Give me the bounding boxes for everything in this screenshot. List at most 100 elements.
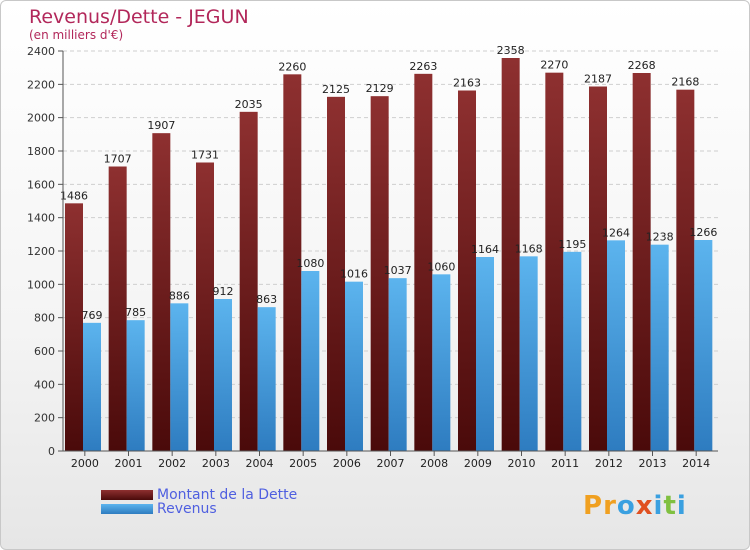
bar-debt: [632, 73, 651, 451]
bar-revenue: [170, 303, 189, 451]
x-tick-label: 2013: [639, 457, 667, 470]
bar-debt: [283, 74, 302, 451]
x-tick-label: 2008: [420, 457, 448, 470]
bar-revenue: [476, 257, 494, 451]
bar-revenue: [214, 299, 232, 451]
bar-debt: [414, 73, 433, 451]
y-tick-label: 0: [48, 445, 55, 458]
chart-title: Revenus/Dette - JEGUN: [29, 6, 249, 28]
bar-revenue: [694, 240, 713, 451]
logo-letter: i: [653, 491, 664, 521]
bar-debt: [501, 58, 520, 451]
logo-letter: r: [603, 491, 617, 521]
logo-letter: x: [635, 491, 654, 521]
x-tick-label: 2012: [595, 457, 623, 470]
x-tick-label: 2007: [377, 457, 405, 470]
bar-debt: [458, 90, 476, 451]
data-label-debt: 1486: [60, 189, 88, 202]
bar-revenue: [257, 307, 276, 451]
x-tick-label: 2003: [202, 457, 230, 470]
bar-revenue: [432, 274, 451, 451]
x-tick-label: 2001: [115, 457, 143, 470]
logo-letter: t: [663, 491, 677, 521]
data-label-revenue: 1080: [296, 257, 324, 270]
bars: [65, 58, 713, 452]
x-tick-label: 2000: [71, 457, 99, 470]
bar-debt: [152, 133, 171, 451]
data-label-debt: 2163: [453, 77, 481, 90]
bar-revenue: [388, 278, 407, 451]
data-label-debt: 1907: [147, 119, 175, 132]
y-tick-label: 1600: [27, 178, 55, 191]
y-tick-label: 600: [34, 345, 55, 358]
data-label-revenue: 785: [125, 306, 146, 319]
y-tick-label: 1200: [27, 245, 55, 258]
logo-letter: o: [616, 491, 636, 521]
data-label-debt: 2129: [366, 82, 394, 95]
x-tick-label: 2006: [333, 457, 361, 470]
legend-item-revenue: Revenus: [101, 501, 217, 517]
y-tick-label: 2400: [27, 45, 55, 58]
data-label-revenue: 912: [213, 285, 234, 298]
logo-letter: P: [583, 491, 604, 521]
x-tick-label: 2004: [246, 457, 274, 470]
data-labels: 1486 769 1707 785 1907 886 1731 912 2035 863 2260 1…: [60, 44, 717, 322]
x-tick-label: 2010: [508, 457, 536, 470]
y-tick-label: 400: [34, 378, 55, 391]
data-label-revenue: 1195: [558, 238, 586, 251]
data-label-debt: 2270: [540, 59, 568, 72]
y-tick-label: 2200: [27, 78, 55, 91]
proxiti-logo: Proxiti: [583, 491, 687, 521]
data-label-revenue: 1060: [427, 260, 455, 273]
bar-debt: [589, 86, 607, 451]
bar-revenue: [519, 256, 538, 451]
data-label-debt: 2260: [278, 60, 306, 73]
x-tick-label: 2002: [158, 457, 186, 470]
legend-label-revenue: Revenus: [157, 501, 217, 517]
data-label-debt: 2035: [235, 98, 263, 111]
bar-debt: [239, 111, 258, 451]
data-label-revenue: 1016: [340, 268, 368, 281]
data-label-debt: 2268: [628, 59, 656, 72]
y-tick-label: 1400: [27, 212, 55, 225]
bar-debt: [108, 166, 127, 451]
data-label-revenue: 1264: [602, 226, 630, 239]
bar-debt: [65, 203, 83, 451]
data-label-debt: 1707: [104, 153, 132, 166]
bar-revenue: [607, 240, 625, 451]
data-label-debt: 2168: [671, 76, 699, 89]
logo-letter: i: [676, 491, 687, 521]
bar-debt: [196, 162, 214, 451]
bar-revenue: [83, 322, 101, 451]
bar-revenue: [650, 244, 669, 451]
data-label-debt: 2263: [409, 60, 437, 73]
axes: 0 200 400 600 800 1000 1200 1400 1600 1800 2000 220…: [27, 45, 718, 470]
chart-subtitle: (en milliers d'€): [29, 28, 124, 42]
data-label-debt: 2358: [497, 44, 525, 57]
bar-revenue: [126, 320, 145, 451]
data-label-debt: 2187: [584, 73, 612, 86]
data-label-revenue: 863: [256, 293, 277, 306]
legend-item-debt: Montant de la Dette: [101, 487, 297, 503]
y-tick-label: 800: [34, 312, 55, 325]
y-tick-label: 2000: [27, 112, 55, 125]
bar-debt: [545, 72, 564, 452]
x-tick-label: 2009: [464, 457, 492, 470]
data-label-revenue: 1238: [646, 231, 674, 244]
data-label-revenue: 1164: [471, 243, 499, 256]
x-tick-label: 2011: [551, 457, 579, 470]
bar-revenue: [563, 251, 582, 451]
data-label-revenue: 1266: [689, 226, 717, 239]
bar-revenue: [301, 271, 320, 451]
data-label-debt: 1731: [191, 149, 219, 162]
data-label-revenue: 769: [82, 309, 103, 322]
bar-revenue: [345, 281, 363, 451]
data-label-revenue: 1168: [515, 242, 543, 255]
bar-debt: [327, 96, 345, 451]
x-tick-label: 2005: [289, 457, 317, 470]
y-tick-label: 200: [34, 412, 55, 425]
bar-debt: [676, 89, 695, 452]
data-label-debt: 2125: [322, 83, 350, 96]
